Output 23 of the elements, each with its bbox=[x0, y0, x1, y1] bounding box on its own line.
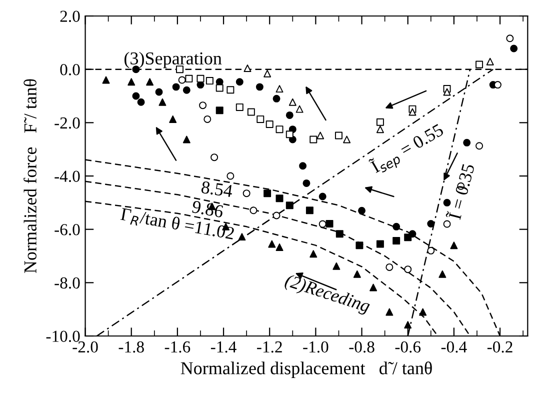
annotation: 8.54 bbox=[201, 180, 234, 198]
y-tick-label: 2.0 bbox=[60, 10, 80, 22]
y-tick-label: -8.0 bbox=[54, 277, 80, 289]
y-axis-title: Normalized force F̃ / tanθ bbox=[24, 79, 36, 274]
x-tick-label: -1.8 bbox=[118, 341, 144, 353]
x-tick-label: -0.4 bbox=[441, 341, 467, 353]
x-tick-label: -0.8 bbox=[349, 341, 374, 353]
y-tick-label: -4.0 bbox=[54, 170, 80, 182]
x-tick-label: -0.6 bbox=[395, 341, 421, 353]
x-tick-label: -2.0 bbox=[72, 341, 98, 353]
x-tick-label: -1.6 bbox=[164, 341, 190, 353]
y-tick-label: 0.0 bbox=[60, 64, 80, 76]
x-tick-label: -0.2 bbox=[487, 341, 512, 353]
annotation: Ĩ = 0.35 bbox=[445, 162, 475, 220]
annotation: Ĩ$_{sep}$ = 0.55 bbox=[368, 120, 447, 178]
x-axis-title: Normalized displacement d̃ / tanθ bbox=[180, 362, 432, 378]
x-tick-label: -1.0 bbox=[303, 341, 328, 353]
y-tick-label: -10.0 bbox=[46, 330, 80, 342]
x-tick-label: -1.4 bbox=[210, 341, 236, 353]
y-tick-label: -2.0 bbox=[54, 117, 80, 129]
x-tick-label: -1.2 bbox=[257, 341, 282, 353]
y-tick-label: -6.0 bbox=[54, 224, 80, 236]
annotation: (3)Separation bbox=[124, 52, 222, 68]
